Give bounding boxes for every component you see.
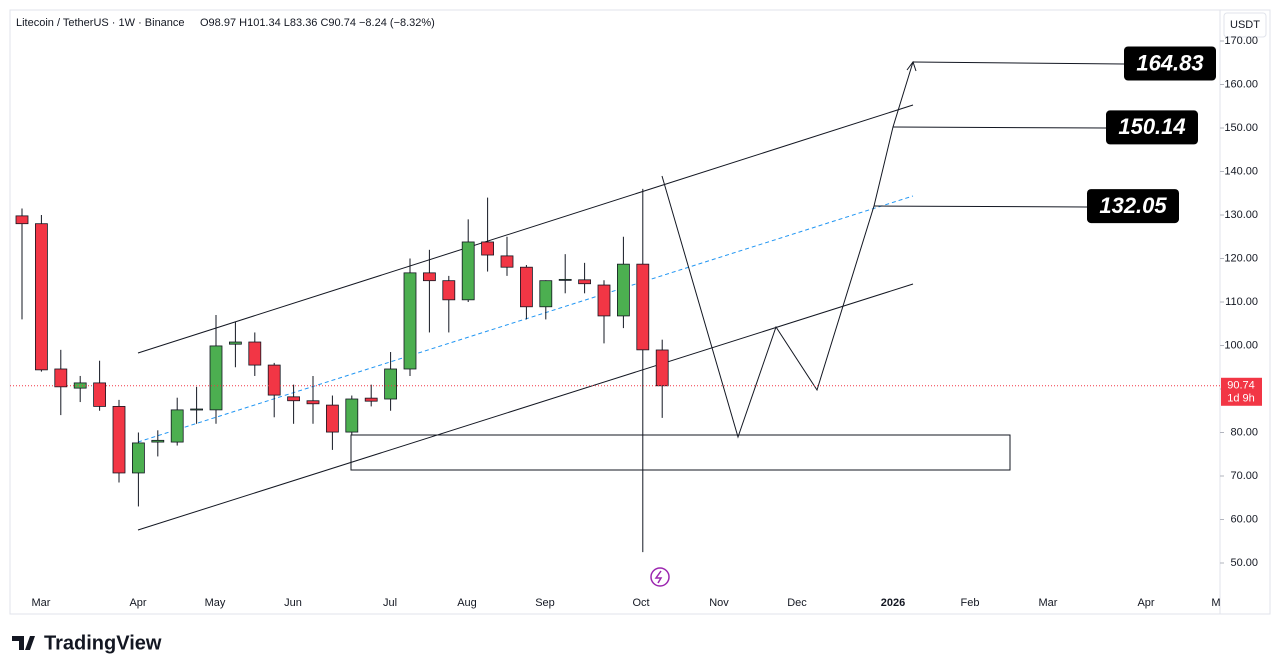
- candle-body: [636, 263, 650, 351]
- demand-zone: [350, 434, 1011, 471]
- candle-body: [131, 442, 145, 474]
- brand-logo: TradingView: [12, 632, 162, 654]
- candle-body: [267, 364, 281, 396]
- x-tick-label: 2026: [881, 597, 905, 609]
- y-tick-label: 80.00: [1230, 426, 1258, 438]
- currency-box: [1223, 12, 1267, 38]
- candle-body: [403, 272, 417, 370]
- candle-body: [170, 409, 184, 443]
- channel-lower: [137, 283, 914, 531]
- candle-body: [558, 278, 572, 281]
- candle-body: [442, 280, 456, 301]
- candle-body: [655, 349, 669, 387]
- y-tick-label: 50.00: [1230, 557, 1258, 569]
- candle-body: [364, 397, 378, 402]
- candle-body: [15, 215, 29, 225]
- target-line: [873, 205, 1088, 208]
- target-box: [1106, 110, 1198, 145]
- plot: [15, 60, 1125, 587]
- target-line: [912, 61, 1125, 65]
- x-tick-label: Jul: [383, 597, 397, 609]
- candle-body: [384, 368, 398, 400]
- candle-body: [306, 400, 320, 405]
- candle-body: [325, 404, 339, 433]
- candle-body: [151, 439, 165, 443]
- candle-body: [35, 223, 48, 371]
- channel-upper: [137, 104, 914, 354]
- y-tick-label: 120.00: [1224, 252, 1258, 264]
- x-tick-label: Apr: [129, 597, 146, 609]
- target-label: 150.14: [1118, 114, 1185, 139]
- candle-body: [209, 345, 223, 411]
- target-box: [1087, 189, 1179, 224]
- candle-body: [597, 284, 611, 317]
- x-tick-label: Jun: [284, 597, 302, 609]
- y-tick-label: 150.00: [1224, 122, 1258, 134]
- y-tick-label: 170.00: [1224, 35, 1258, 47]
- candle-body: [520, 266, 533, 308]
- target-label: 164.83: [1136, 50, 1203, 75]
- target-label: 132.05: [1099, 193, 1167, 218]
- candle-body: [481, 241, 495, 256]
- countdown: 1d 9h: [1227, 393, 1255, 405]
- target-box: [1124, 46, 1216, 81]
- candle-body: [73, 382, 87, 389]
- target-line: [892, 126, 1107, 129]
- symbol-title: Litecoin / TetherUS · 1W · Binance: [16, 17, 185, 29]
- x-tick-label: Feb: [961, 597, 980, 609]
- candle-body: [461, 241, 475, 301]
- candle-body: [54, 368, 68, 388]
- x-tick-label: May: [205, 597, 226, 609]
- channel-mid: [137, 195, 914, 443]
- last-price: 90.74: [1227, 380, 1255, 392]
- x-tick-label: Mar: [32, 597, 51, 609]
- candle-body: [287, 396, 301, 402]
- candle-body: [248, 341, 262, 366]
- x-tick-label: Dec: [787, 597, 807, 609]
- candle-body: [539, 280, 553, 308]
- candle-body: [578, 279, 591, 285]
- event-bolt: [654, 570, 663, 584]
- y-tick-label: 130.00: [1224, 209, 1258, 221]
- currency: USDT: [1230, 19, 1260, 31]
- candle-body: [228, 341, 242, 345]
- last-price-box: [1221, 377, 1262, 406]
- y-tick-label: 110.00: [1225, 296, 1258, 308]
- candle-body: [617, 263, 630, 317]
- logo-mark: [12, 636, 35, 650]
- y-tick-label: 60.00: [1230, 513, 1258, 525]
- x-tick-label: Mar: [1039, 597, 1058, 609]
- brand-name: TradingView: [44, 632, 162, 654]
- ohlc-values: O98.97 H101.34 L83.36 C90.74 −8.24 (−8.3…: [200, 17, 435, 29]
- candle-body: [500, 255, 514, 268]
- candle-body: [112, 405, 126, 474]
- event-icon: [650, 567, 670, 587]
- x-tick-label: Sep: [535, 597, 555, 609]
- x-tick-label: Nov: [709, 597, 729, 609]
- candle-body: [93, 382, 106, 407]
- y-tick-label: 140.00: [1224, 165, 1258, 177]
- x-tick-label: Apr: [1137, 597, 1154, 609]
- y-tick-label: 100.00: [1224, 339, 1258, 351]
- candle-body: [422, 272, 436, 282]
- candle-body: [190, 408, 204, 411]
- y-tick-label: 70.00: [1230, 470, 1258, 482]
- candle-body: [345, 398, 359, 433]
- x-tick-label: Aug: [457, 597, 477, 609]
- y-tick-label: 160.00: [1224, 78, 1258, 90]
- x-tick-label: Oct: [632, 597, 649, 609]
- x-tick-label: M: [1211, 597, 1220, 609]
